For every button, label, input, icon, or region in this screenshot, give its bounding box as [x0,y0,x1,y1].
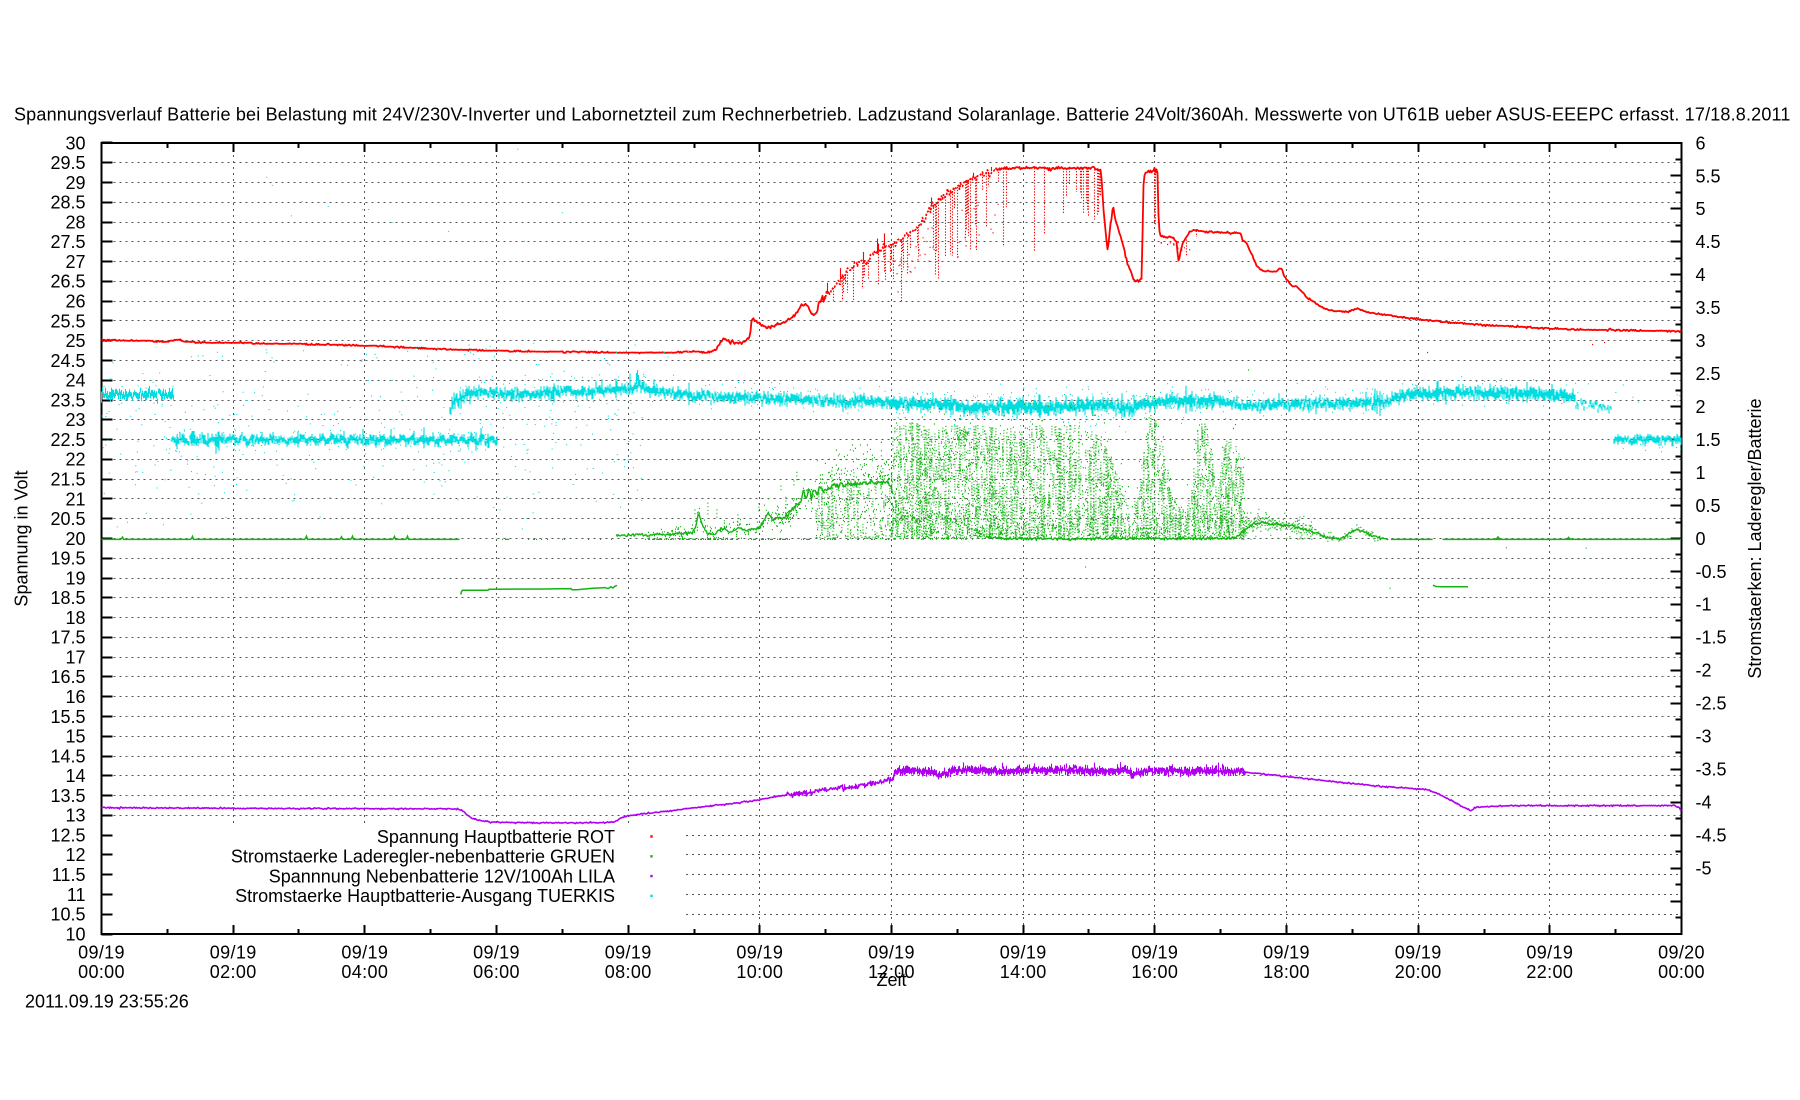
svg-text:14:00: 14:00 [1000,962,1047,982]
svg-text:1: 1 [1696,463,1706,483]
svg-text:6: 6 [1696,133,1706,153]
svg-text:09/19: 09/19 [1395,943,1442,963]
svg-text:Zeit: Zeit [876,970,906,990]
svg-text:21.5: 21.5 [50,470,85,490]
svg-text:-2.5: -2.5 [1696,694,1727,714]
svg-text:24: 24 [65,371,85,391]
svg-text:4.5: 4.5 [1696,232,1721,252]
svg-text:25: 25 [65,331,85,351]
svg-text:22: 22 [65,450,85,470]
svg-text:16: 16 [65,687,85,707]
svg-text:29.5: 29.5 [50,153,85,173]
svg-text:-4.5: -4.5 [1696,825,1727,845]
svg-text:2011.09.19 23:55:26: 2011.09.19 23:55:26 [25,992,189,1012]
svg-text:3.5: 3.5 [1696,298,1721,318]
svg-text:3: 3 [1696,331,1706,351]
svg-text:14.5: 14.5 [50,746,85,766]
svg-text:10: 10 [65,924,85,944]
svg-text:Spannungsverlauf Batterie bei: Spannungsverlauf Batterie bei Belastung … [14,105,1791,125]
svg-text:27.5: 27.5 [50,232,85,252]
svg-text:-4: -4 [1696,793,1712,813]
svg-text:16.5: 16.5 [50,667,85,687]
svg-text:22.5: 22.5 [50,430,85,450]
svg-text:20: 20 [65,529,85,549]
svg-text:0: 0 [1696,529,1706,549]
svg-text:24.5: 24.5 [50,351,85,371]
svg-text:Stromstaerke Hauptbatterie-Aus: Stromstaerke Hauptbatterie-Ausgang TUERK… [235,886,615,906]
svg-text:-1.5: -1.5 [1696,628,1727,648]
svg-text:Stromstaerken: Laderegler/Batt: Stromstaerken: Laderegler/Batterie [1745,398,1765,678]
svg-text:Stromstaerke Laderegler-nebenb: Stromstaerke Laderegler-nebenbatterie GR… [231,847,615,867]
svg-text:0.5: 0.5 [1696,496,1721,516]
svg-text:30: 30 [65,133,85,153]
svg-text:17: 17 [65,648,85,668]
svg-text:5.5: 5.5 [1696,166,1721,186]
svg-text:16:00: 16:00 [1131,962,1178,982]
svg-text:19.5: 19.5 [50,549,85,569]
svg-text:5: 5 [1696,199,1706,219]
svg-text:Spannnung Nebenbatterie 12V/10: Spannnung Nebenbatterie 12V/100Ah LILA [269,867,615,887]
svg-text:09/19: 09/19 [736,943,783,963]
svg-text:00:00: 00:00 [1658,962,1705,982]
svg-text:2: 2 [1696,397,1706,417]
svg-text:09/19: 09/19 [473,943,520,963]
svg-text:09/19: 09/19 [1263,943,1310,963]
svg-text:26.5: 26.5 [50,272,85,292]
svg-text:09/19: 09/19 [341,943,388,963]
svg-text:-3.5: -3.5 [1696,760,1727,780]
svg-text:14: 14 [65,766,85,786]
svg-text:17.5: 17.5 [50,628,85,648]
svg-text:Spannung Hauptbatterie ROT: Spannung Hauptbatterie ROT [377,827,615,847]
svg-text:15: 15 [65,727,85,747]
svg-text:1.5: 1.5 [1696,430,1721,450]
svg-text:15.5: 15.5 [50,707,85,727]
svg-text:08:00: 08:00 [605,962,652,982]
svg-text:23: 23 [65,410,85,430]
svg-text:10.5: 10.5 [50,905,85,925]
svg-text:-1: -1 [1696,595,1712,615]
svg-text:09/19: 09/19 [210,943,257,963]
svg-text:11: 11 [67,885,86,905]
svg-text:28: 28 [65,212,85,232]
svg-text:18: 18 [65,608,85,628]
svg-text:27: 27 [65,252,85,272]
svg-text:09/19: 09/19 [1000,943,1047,963]
svg-text:06:00: 06:00 [473,962,520,982]
svg-text:20:00: 20:00 [1395,962,1442,982]
svg-text:12:00: 12:00 [868,962,915,982]
svg-text:Spannung in Volt: Spannung in Volt [12,470,32,606]
svg-text:22:00: 22:00 [1526,962,1573,982]
svg-text:09/19: 09/19 [868,943,915,963]
svg-text:02:00: 02:00 [210,962,257,982]
svg-text:13: 13 [65,806,85,826]
svg-text:19: 19 [65,568,85,588]
svg-text:13.5: 13.5 [50,786,85,806]
svg-text:29: 29 [65,173,85,193]
svg-text:18.5: 18.5 [50,588,85,608]
svg-text:28.5: 28.5 [50,193,85,213]
svg-text:21: 21 [65,489,85,509]
svg-text:18:00: 18:00 [1263,962,1310,982]
svg-text:-3: -3 [1696,727,1712,747]
svg-text:-2: -2 [1696,661,1712,681]
svg-text:25.5: 25.5 [50,311,85,331]
svg-text:09/20: 09/20 [1658,943,1705,963]
svg-text:10:00: 10:00 [736,962,783,982]
svg-text:09/19: 09/19 [1131,943,1178,963]
svg-text:-0.5: -0.5 [1696,562,1727,582]
svg-text:26: 26 [65,292,85,312]
svg-text:09/19: 09/19 [1526,943,1573,963]
svg-text:09/19: 09/19 [605,943,652,963]
svg-text:20.5: 20.5 [50,509,85,529]
svg-text:12: 12 [65,845,85,865]
svg-text:04:00: 04:00 [341,962,388,982]
svg-text:-5: -5 [1696,858,1712,878]
svg-text:12.5: 12.5 [50,825,85,845]
svg-text:4: 4 [1696,265,1706,285]
svg-text:09/19: 09/19 [78,943,125,963]
svg-text:11.5: 11.5 [52,865,86,885]
svg-text:2.5: 2.5 [1696,364,1721,384]
svg-text:23.5: 23.5 [50,390,85,410]
svg-text:00:00: 00:00 [78,962,125,982]
